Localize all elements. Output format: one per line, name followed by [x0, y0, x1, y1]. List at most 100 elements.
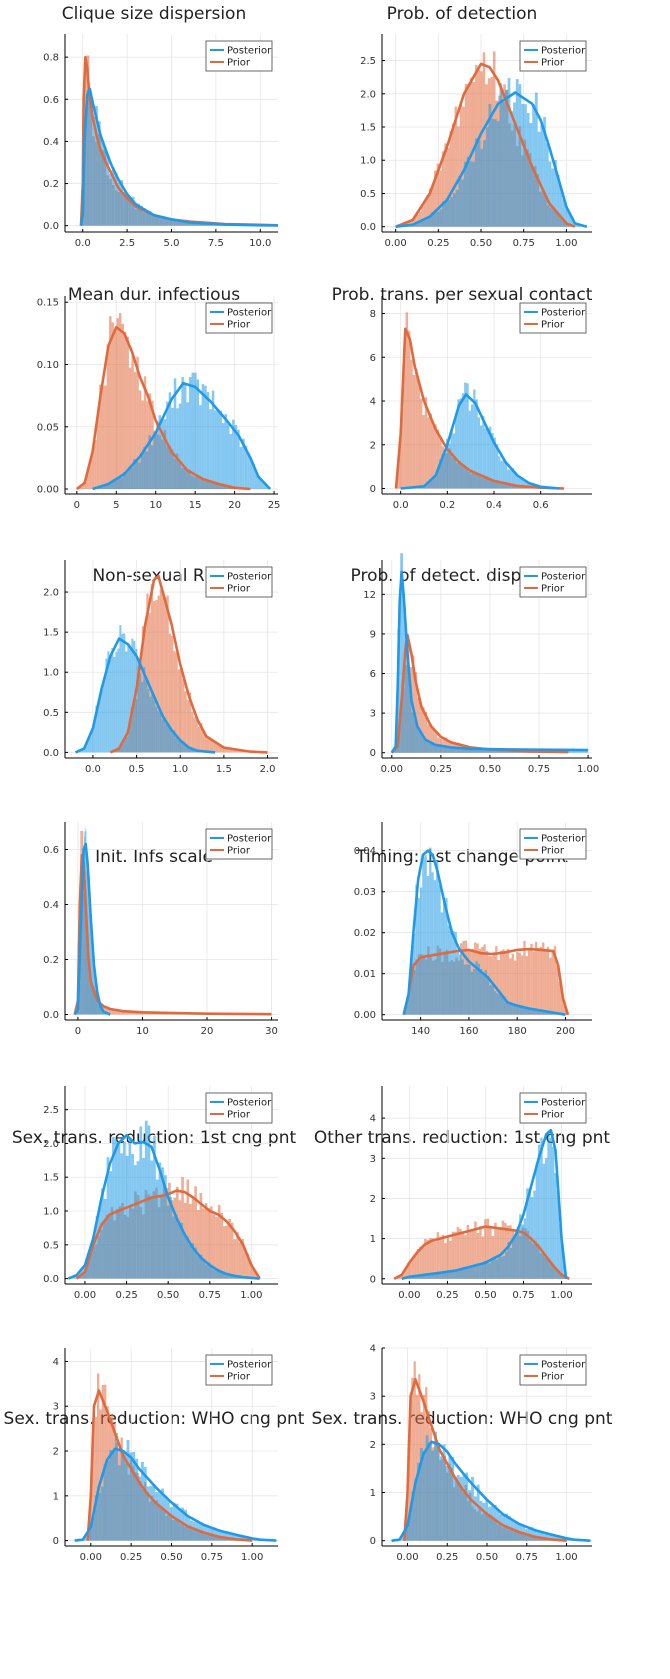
posterior-hist-bar [126, 195, 129, 226]
posterior-hist-bar [537, 1010, 541, 1015]
prior-hist-bar [441, 1234, 445, 1279]
prior-hist-bar [434, 170, 437, 227]
posterior-hist-bar [526, 1188, 529, 1279]
prior-hist-bar [502, 949, 505, 1015]
prior-legend-label: Prior [541, 584, 565, 595]
posterior-hist-bar [87, 1255, 91, 1279]
prior-hist-bar [481, 1236, 485, 1279]
posterior-hist-bar [544, 1011, 547, 1015]
posterior-hist-bar [437, 1272, 440, 1279]
posterior-hist-bar [90, 912, 92, 1015]
posterior-hist-bar [415, 884, 418, 1015]
posterior-hist-bar [83, 845, 84, 1015]
posterior-hist-bar [461, 747, 465, 753]
prior-hist-bar [413, 216, 417, 227]
posterior-hist-bar [80, 933, 82, 1015]
posterior-hist-bar [532, 104, 535, 227]
posterior-hist-bar [468, 964, 471, 1015]
posterior-hist-bar [205, 1264, 208, 1279]
prior-hist-bar [530, 944, 533, 1015]
posterior-hist-bar [126, 1440, 130, 1541]
posterior-hist-bar [442, 201, 445, 227]
posterior-hist-bar [484, 428, 487, 489]
posterior-hist-bar [101, 1007, 102, 1015]
posterior-legend-label: Posterior [541, 308, 586, 319]
posterior-hist-bar [411, 712, 415, 753]
posterior-hist-bar [187, 1515, 190, 1541]
posterior-hist-bar [236, 1534, 239, 1541]
posterior-hist-bar [466, 156, 470, 227]
prior-hist-bar [504, 950, 507, 1015]
prior-hist-bar [474, 1221, 477, 1279]
posterior-hist-bar [417, 727, 420, 753]
posterior-hist-bar [447, 925, 450, 1015]
posterior-hist-bar [505, 1002, 508, 1015]
y-tick-label: 9 [370, 629, 376, 640]
prior-hist-bar [84, 479, 87, 490]
posterior-hist-bar [121, 633, 124, 753]
posterior-hist-bar [540, 1010, 543, 1015]
posterior-hist-bar [471, 1476, 474, 1541]
prior-hist-bar [501, 1220, 505, 1279]
posterior-hist-bar [140, 453, 144, 490]
prior-hist-bar [459, 103, 463, 227]
posterior-hist-bar [207, 1262, 211, 1279]
posterior-hist-bar [523, 1008, 527, 1015]
prior-hist-bar [431, 1238, 435, 1279]
posterior-hist-bar [96, 991, 98, 1015]
posterior-hist-bar [229, 1274, 233, 1279]
prior-hist-bar [246, 1253, 250, 1279]
prior-hist-bar [535, 941, 538, 1015]
y-tick-label: 0.03 [354, 887, 376, 898]
posterior-hist-bar [96, 990, 98, 1015]
posterior-hist-bar [110, 481, 113, 490]
y-tick-label: 3 [370, 1392, 376, 1403]
posterior-hist-bar [244, 445, 248, 490]
x-tick-label: 1.00 [555, 238, 577, 249]
chart-title: Prob. of detect. dispersion [351, 566, 574, 586]
prior-hist-bar [212, 1214, 216, 1279]
posterior-legend-label: Posterior [227, 834, 272, 845]
legend-box [205, 1354, 273, 1386]
prior-hist-bar [131, 355, 134, 490]
prior-hist-bar [133, 372, 137, 490]
y-tick-label: 0.6 [43, 95, 59, 106]
posterior-hist-bar [115, 1432, 118, 1541]
legend-box [205, 40, 273, 72]
prior-hist-bar [230, 1222, 234, 1279]
posterior-legend-label: Posterior [541, 1360, 586, 1371]
posterior-hist-bar [112, 1450, 116, 1541]
prior-hist-bar [123, 331, 127, 490]
posterior-hist-bar [98, 998, 100, 1015]
prior-hist-bar [412, 375, 416, 489]
posterior-hist-bar [216, 408, 220, 490]
prior-hist-bar [153, 601, 156, 753]
posterior-hist-bar [476, 1265, 480, 1279]
posterior-hist-bar [123, 191, 127, 226]
prior-hist-bar [104, 385, 107, 490]
posterior-legend-label: Posterior [227, 308, 272, 319]
posterior-hist-bar [537, 1144, 541, 1279]
posterior-hist-bar [90, 907, 92, 1015]
posterior-hist-bar [151, 690, 154, 753]
posterior-hist-bar [492, 749, 496, 753]
posterior-hist-bar [461, 393, 465, 489]
posterior-hist-bar [406, 1000, 409, 1015]
posterior-hist-bar [475, 399, 478, 489]
posterior-hist-bar [135, 1458, 139, 1541]
posterior-hist-bar [237, 429, 240, 490]
posterior-hist-bar [500, 995, 504, 1015]
posterior-hist-bar [103, 1012, 105, 1015]
posterior-hist-bar [259, 479, 263, 490]
posterior-hist-bar [81, 907, 83, 1015]
posterior-legend-label: Posterior [227, 1360, 272, 1371]
x-tick-label: 1.00 [240, 1290, 262, 1301]
prior-hist-bar [436, 1232, 440, 1279]
prior-hist-bar [111, 1008, 115, 1015]
chart-title: Mean dur. infectious [68, 285, 240, 305]
posterior-hist-bar [428, 1442, 432, 1541]
posterior-hist-bar [132, 1451, 136, 1541]
posterior-hist-bar [554, 1173, 557, 1279]
posterior-hist-bar [201, 384, 205, 490]
